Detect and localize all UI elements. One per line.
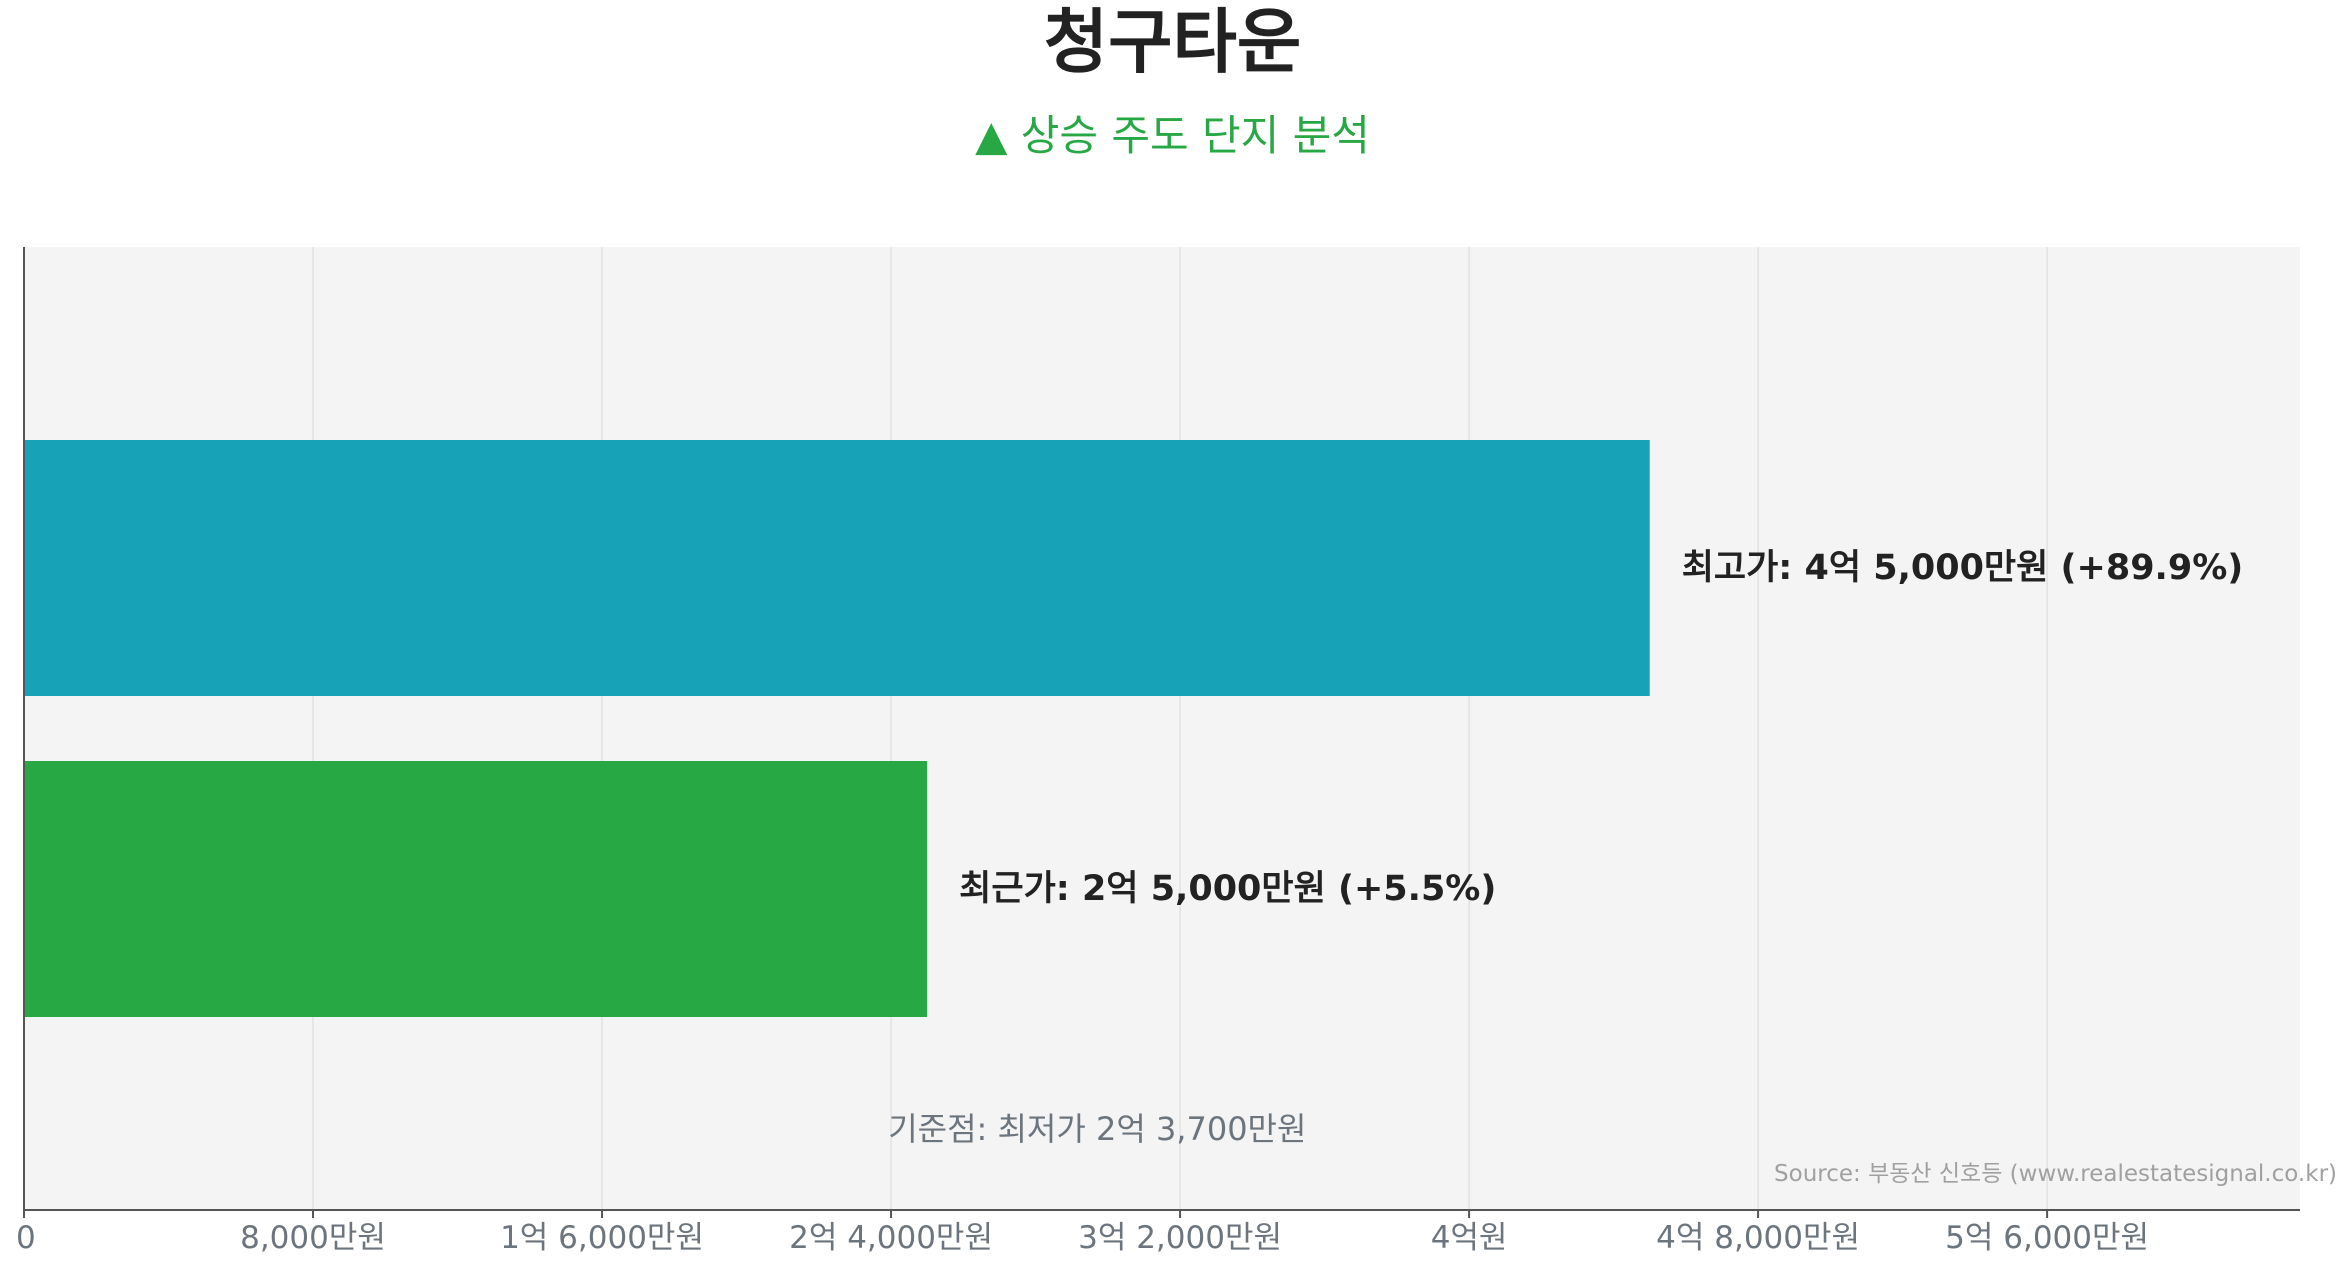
x-tick-label: 4억 8,000만원 [1656,1220,1860,1256]
x-tick-labels: 0 8,000만원 1억 6,000만원 2억 4,000만원 3억 2,000만원 4억… [16,1210,2149,1256]
source-note: Source: 부동산 신호등 (www.realestatesignal.co… [1774,1161,2337,1187]
bars [24,440,1650,1017]
value-labels: 최고가: 4억 5,000만원 (+89.9%) 최근가: 2억 5,000만원 … [959,548,2243,909]
x-tick-label: 0 [16,1220,36,1256]
x-tick-label: 5억 6,000만원 [1945,1220,2149,1256]
chart-title: 청구타운 [1043,1,1302,83]
bar-value-label: 최고가: 4억 5,000만원 (+89.9%) [1682,548,2244,588]
x-tick-label: 3억 2,000만원 [1078,1220,1282,1256]
x-tick-label: 8,000만원 [240,1220,386,1256]
baseline-note: 기준점: 최저가 2억 3,700만원 [888,1110,1306,1148]
x-tick-label: 1억 6,000만원 [500,1220,704,1256]
grid-lines [312,247,2048,1210]
x-tick-label: 2억 4,000만원 [789,1220,993,1256]
bar-value-label: 최근가: 2억 5,000만원 (+5.5%) [959,869,1496,909]
bar [24,440,1650,696]
plot-background [24,247,2300,1210]
bar [24,761,928,1017]
x-tick-label: 4억원 [1431,1220,1508,1256]
chart-subtitle: ▲ 상승 주도 단지 분석 [975,111,1370,160]
